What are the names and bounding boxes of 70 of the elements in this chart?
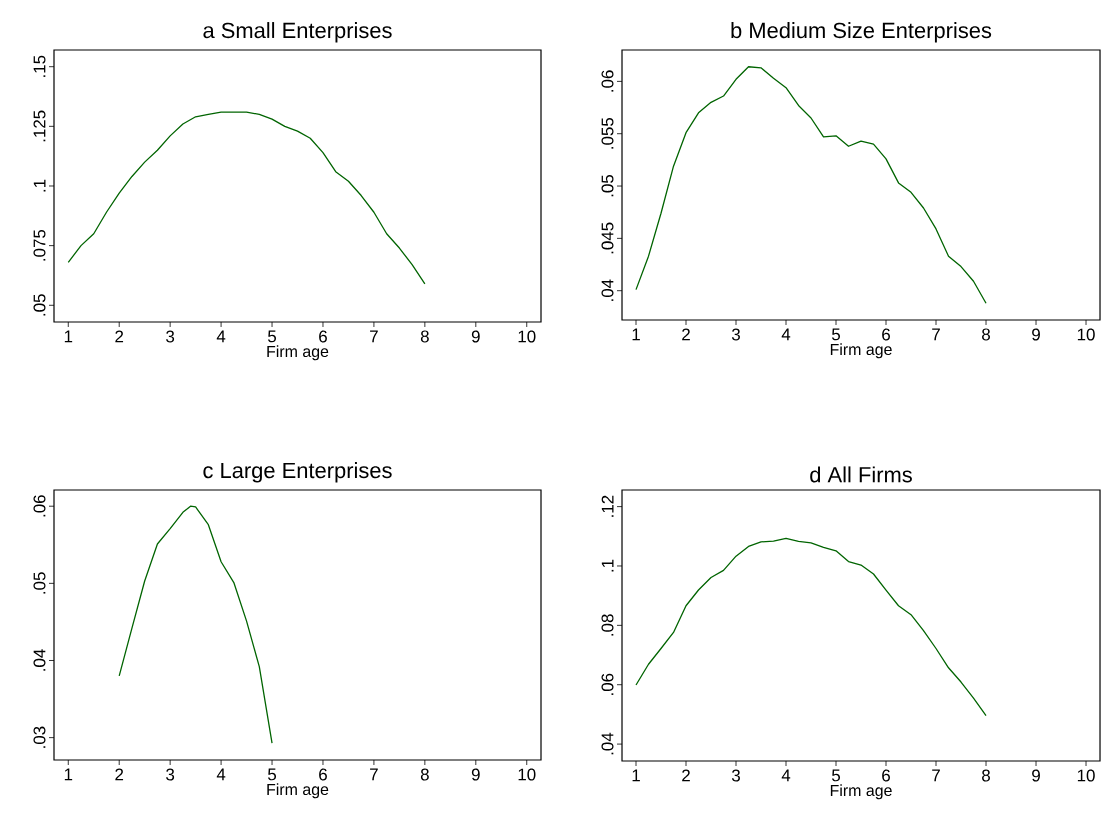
y-tick-label: .04 xyxy=(601,732,614,755)
x-tick-label: 1 xyxy=(64,330,73,343)
chart-title: c Large Enterprises xyxy=(203,462,392,483)
y-tick-label: .075 xyxy=(33,229,46,261)
x-tick-label: 10 xyxy=(518,330,536,343)
x-tick-label: 10 xyxy=(518,768,536,781)
y-tick-label: .055 xyxy=(601,117,614,149)
x-tick-label: 4 xyxy=(781,328,791,341)
x-tick-label: 5 xyxy=(267,330,277,343)
y-tick-label: .05 xyxy=(601,174,614,197)
x-tick-label: 1 xyxy=(64,768,73,781)
y-tick-label: .15 xyxy=(33,55,46,77)
x-tick-label: 1 xyxy=(632,769,640,782)
x-tick-label: 9 xyxy=(1032,769,1040,782)
y-tick-label: .045 xyxy=(601,222,614,254)
x-tick-label: 2 xyxy=(115,330,124,343)
x-axis-title: Firm age xyxy=(267,345,329,361)
y-tick-label: .1 xyxy=(601,559,614,572)
line-series xyxy=(635,537,987,717)
y-tick-label: .06 xyxy=(601,673,614,695)
x-tick-label: 6 xyxy=(882,769,890,782)
x-tick-label: 7 xyxy=(370,768,378,781)
x-tick-label: 4 xyxy=(781,769,791,782)
x-tick-label: 10 xyxy=(1077,769,1095,782)
x-tick-label: 9 xyxy=(471,330,480,343)
y-tick-label: .1 xyxy=(33,179,46,192)
x-tick-label: 7 xyxy=(370,330,378,343)
x-tick-label: 6 xyxy=(882,328,890,341)
x-tick-label: 1 xyxy=(632,328,640,341)
x-tick-label: 3 xyxy=(731,328,740,341)
y-tick-label: .05 xyxy=(33,572,46,594)
y-tick-label: .03 xyxy=(33,726,46,748)
chart-title: a Small Enterprises xyxy=(203,22,392,43)
x-tick-label: 6 xyxy=(319,768,327,781)
x-tick-label: 8 xyxy=(982,328,990,341)
x-tick-label: 10 xyxy=(1077,328,1095,341)
y-tick-label: .05 xyxy=(33,294,46,316)
x-tick-label: 8 xyxy=(982,769,990,782)
x-tick-label: 9 xyxy=(471,768,480,781)
x-axis-title: Firm age xyxy=(830,343,892,359)
x-tick-label: 3 xyxy=(166,330,175,343)
x-tick-label: 7 xyxy=(932,769,940,782)
x-tick-label: 5 xyxy=(831,769,841,782)
x-tick-label: 3 xyxy=(166,768,175,781)
x-tick-label: 9 xyxy=(1032,328,1040,341)
x-tick-label: 8 xyxy=(420,330,429,343)
line-series xyxy=(118,505,273,744)
x-tick-label: 2 xyxy=(682,328,690,341)
x-tick-label: 7 xyxy=(932,328,940,341)
x-tick-label: 2 xyxy=(115,768,124,781)
x-tick-label: 5 xyxy=(831,328,841,341)
x-tick-label: 5 xyxy=(267,768,277,781)
y-tick-label: .06 xyxy=(601,70,614,92)
x-tick-label: 3 xyxy=(731,769,740,782)
y-tick-label: .08 xyxy=(601,614,614,636)
y-tick-label: .04 xyxy=(601,279,614,301)
y-tick-label: .125 xyxy=(33,110,46,142)
x-tick-label: 2 xyxy=(682,769,690,782)
x-tick-label: 4 xyxy=(216,330,226,343)
chart-title: b Medium Size Enterprises xyxy=(731,22,992,43)
y-tick-label: .12 xyxy=(601,495,614,517)
chart-title: d All Firms xyxy=(810,466,912,483)
x-tick-label: 8 xyxy=(420,768,429,781)
y-tick-label: .06 xyxy=(33,495,46,517)
x-axis-title: Firm age xyxy=(267,783,329,799)
x-axis-title: Firm age xyxy=(830,784,892,800)
x-tick-label: 4 xyxy=(216,768,226,781)
y-tick-label: .04 xyxy=(33,649,46,671)
x-tick-label: 6 xyxy=(319,330,327,343)
line-series xyxy=(635,66,987,304)
